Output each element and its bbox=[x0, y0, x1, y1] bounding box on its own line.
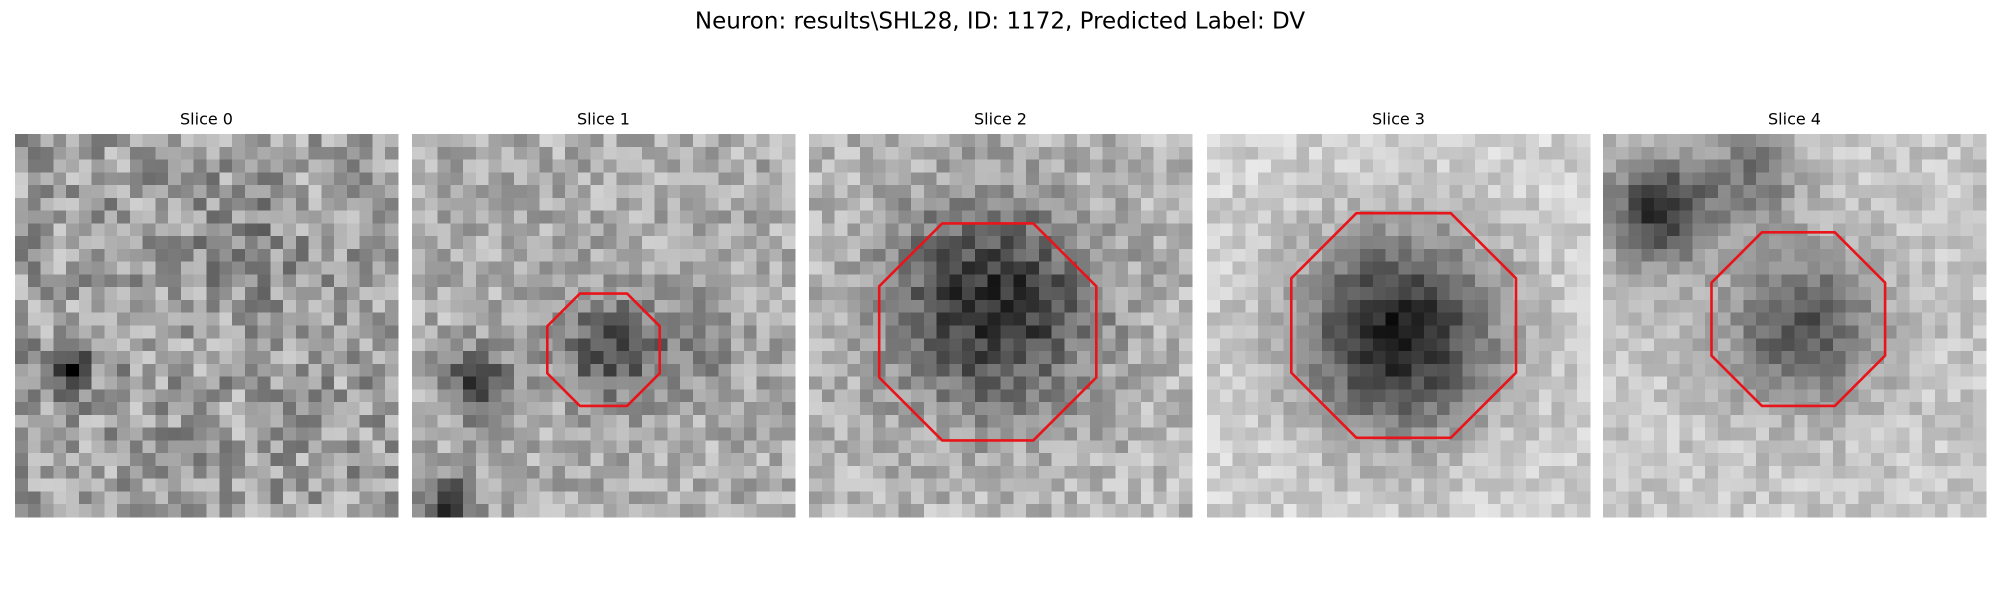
figure-title: Neuron: results\SHL28, ID: 1172, Predict… bbox=[695, 9, 1305, 35]
slice-image bbox=[1207, 134, 1591, 518]
slice-panel: Slice 3 bbox=[1207, 110, 1591, 518]
slice-title: Slice 0 bbox=[180, 110, 233, 129]
slice-title: Slice 4 bbox=[1768, 110, 1821, 129]
slice-title: Slice 1 bbox=[577, 110, 630, 129]
slice-title: Slice 2 bbox=[974, 110, 1027, 129]
contour bbox=[1290, 211, 1518, 440]
slice-panel: Slice 4 bbox=[1603, 110, 1987, 518]
slice-image bbox=[1603, 134, 1987, 518]
slice-image bbox=[412, 134, 796, 518]
slice-panel: Slice 0 bbox=[15, 110, 399, 518]
slice-image bbox=[809, 134, 1193, 518]
slice-image bbox=[15, 134, 399, 518]
slice-panel: Slice 2 bbox=[809, 110, 1193, 518]
slice-panel: Slice 1 bbox=[412, 110, 796, 518]
contour bbox=[1710, 231, 1887, 408]
contour bbox=[545, 292, 662, 408]
contour bbox=[877, 222, 1098, 442]
slice-title: Slice 3 bbox=[1372, 110, 1425, 129]
